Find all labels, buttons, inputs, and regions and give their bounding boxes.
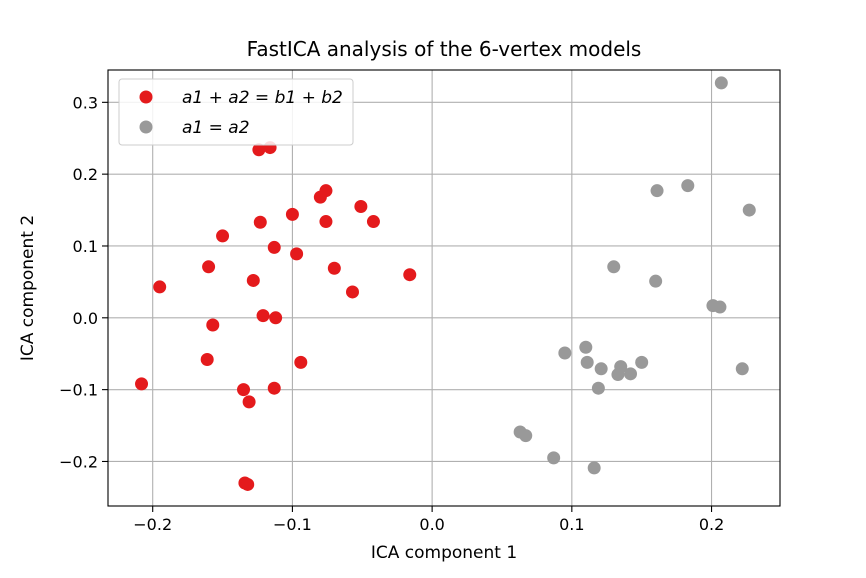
y-tick-label: 0.1 [73, 237, 98, 256]
data-point-series-1 [242, 395, 256, 409]
data-point-series-2 [547, 451, 561, 465]
y-tick-label: −0.1 [59, 381, 98, 400]
data-point-series-2 [587, 461, 601, 475]
data-point-series-2 [594, 362, 608, 376]
data-point-series-2 [714, 76, 728, 90]
x-tick-label: −0.1 [273, 515, 312, 534]
data-point-series-2 [713, 300, 727, 314]
x-tick-label: 0.1 [559, 515, 584, 534]
y-axis-label: ICA component 2 [18, 215, 38, 361]
data-point-series-2 [735, 362, 749, 376]
data-point-series-1 [345, 285, 359, 299]
legend-frame [118, 78, 354, 146]
data-point-series-1 [252, 143, 266, 157]
data-point-series-1 [285, 207, 299, 221]
data-point-series-1 [403, 268, 417, 282]
legend-label-series-2: a1 = a2 [182, 118, 250, 138]
data-point-series-2 [611, 368, 625, 382]
data-point-series-1 [366, 215, 380, 229]
data-point-series-1 [294, 355, 308, 369]
data-point-series-1 [313, 190, 327, 204]
legend-marker-series-1 [139, 90, 153, 104]
data-point-series-1 [241, 477, 255, 491]
data-point-series-1 [237, 383, 251, 397]
data-point-series-2 [742, 203, 756, 217]
legend: a1 + a2 = b1 + b2 a1 = a2 [118, 78, 354, 146]
y-axis-ticks: −0.2 −0.1 0.0 0.1 0.2 0.3 [59, 93, 108, 471]
data-points [135, 76, 756, 491]
x-axis-ticks: −0.2 −0.1 0.0 0.1 0.2 [133, 506, 724, 534]
data-point-series-2 [635, 355, 649, 369]
legend-label-series-1: a1 + a2 = b1 + b2 [182, 88, 343, 108]
y-tick-label: −0.2 [59, 452, 98, 471]
data-point-series-1 [290, 247, 304, 261]
data-point-series-2 [558, 346, 572, 360]
data-point-series-1 [269, 311, 283, 325]
data-point-series-1 [253, 215, 267, 229]
data-point-series-1 [256, 309, 270, 323]
legend-marker-series-2 [139, 120, 153, 134]
x-tick-label: −0.2 [133, 515, 172, 534]
data-point-series-1 [206, 318, 220, 332]
data-point-series-1 [246, 273, 260, 287]
data-point-series-1 [153, 280, 167, 294]
data-point-series-1 [319, 215, 333, 229]
x-axis-label: ICA component 1 [371, 543, 517, 563]
data-point-series-1 [267, 381, 281, 395]
data-point-series-1 [327, 261, 341, 275]
data-point-series-2 [607, 260, 621, 274]
data-point-series-2 [650, 184, 664, 198]
data-point-series-2 [580, 355, 594, 369]
data-point-series-1 [354, 199, 368, 213]
x-tick-label: 0.2 [699, 515, 724, 534]
y-tick-label: 0.2 [73, 165, 98, 184]
data-point-series-1 [202, 260, 216, 274]
y-tick-label: 0.0 [73, 309, 98, 328]
y-tick-label: 0.3 [73, 93, 98, 112]
plot-frame [107, 69, 781, 507]
x-tick-label: 0.0 [419, 515, 444, 534]
data-point-series-1 [135, 377, 149, 391]
data-point-series-1 [200, 352, 214, 366]
data-point-series-1 [216, 229, 230, 243]
data-point-series-2 [591, 381, 605, 395]
data-point-series-1 [267, 240, 281, 254]
data-point-series-2 [624, 367, 638, 381]
data-point-series-2 [681, 179, 695, 193]
data-point-series-2 [519, 429, 533, 443]
chart-title: FastICA analysis of the 6-vertex models [247, 37, 642, 61]
data-point-series-2 [649, 274, 663, 288]
data-point-series-2 [579, 340, 593, 354]
